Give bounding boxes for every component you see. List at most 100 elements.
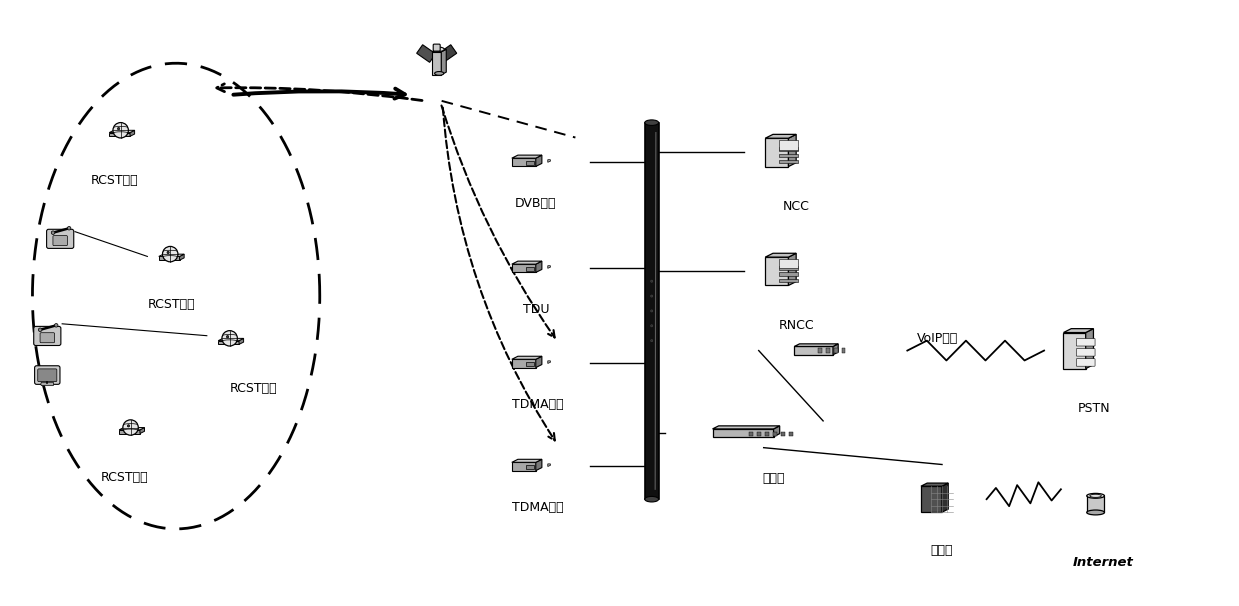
Polygon shape bbox=[512, 264, 535, 273]
Polygon shape bbox=[119, 428, 145, 430]
Text: TDMA接收: TDMA接收 bbox=[512, 398, 564, 411]
Bar bbox=[781, 431, 786, 436]
Polygon shape bbox=[512, 356, 541, 359]
Circle shape bbox=[650, 325, 653, 327]
Circle shape bbox=[118, 127, 120, 130]
Polygon shape bbox=[1063, 328, 1094, 333]
FancyBboxPatch shape bbox=[1077, 339, 1095, 346]
Polygon shape bbox=[535, 356, 541, 368]
Polygon shape bbox=[1085, 328, 1094, 368]
Text: NCC: NCC bbox=[783, 200, 810, 213]
Polygon shape bbox=[109, 130, 135, 133]
Polygon shape bbox=[109, 133, 130, 136]
Polygon shape bbox=[140, 428, 145, 433]
Circle shape bbox=[113, 122, 129, 138]
Bar bbox=[834, 348, 838, 353]
Polygon shape bbox=[1063, 333, 1085, 368]
Polygon shape bbox=[548, 361, 550, 364]
Text: TDU: TDU bbox=[523, 303, 549, 316]
Circle shape bbox=[38, 328, 42, 331]
Ellipse shape bbox=[644, 120, 659, 125]
Polygon shape bbox=[218, 341, 239, 344]
Ellipse shape bbox=[1087, 493, 1104, 498]
Polygon shape bbox=[779, 147, 798, 151]
Polygon shape bbox=[644, 122, 659, 499]
Polygon shape bbox=[794, 344, 838, 347]
Polygon shape bbox=[525, 161, 534, 165]
Circle shape bbox=[650, 310, 653, 312]
Polygon shape bbox=[130, 130, 135, 136]
Polygon shape bbox=[779, 273, 798, 276]
Text: PSTN: PSTN bbox=[1077, 402, 1110, 415]
Polygon shape bbox=[773, 426, 779, 437]
Polygon shape bbox=[766, 138, 788, 167]
Bar bbox=[773, 431, 777, 436]
Circle shape bbox=[123, 420, 139, 435]
Circle shape bbox=[167, 251, 170, 253]
Text: Internet: Internet bbox=[1073, 556, 1134, 568]
Polygon shape bbox=[921, 483, 948, 486]
Bar bbox=[818, 348, 823, 353]
Text: RCST小站: RCST小站 bbox=[90, 174, 139, 187]
Polygon shape bbox=[779, 160, 798, 163]
Polygon shape bbox=[548, 160, 550, 162]
Bar bbox=[841, 348, 845, 353]
Polygon shape bbox=[525, 267, 534, 271]
FancyBboxPatch shape bbox=[1077, 359, 1095, 366]
Text: RCST小站: RCST小站 bbox=[100, 471, 149, 484]
FancyBboxPatch shape bbox=[33, 327, 61, 345]
Polygon shape bbox=[512, 359, 535, 368]
Polygon shape bbox=[921, 486, 942, 512]
Polygon shape bbox=[432, 49, 446, 52]
Circle shape bbox=[128, 425, 130, 427]
Polygon shape bbox=[788, 135, 797, 167]
Text: RCST小站: RCST小站 bbox=[229, 382, 278, 395]
Polygon shape bbox=[788, 253, 797, 285]
Circle shape bbox=[51, 231, 55, 235]
Polygon shape bbox=[548, 464, 550, 467]
FancyBboxPatch shape bbox=[40, 333, 55, 343]
Bar bbox=[826, 348, 830, 353]
Polygon shape bbox=[942, 483, 948, 512]
Text: TDMA接收: TDMA接收 bbox=[512, 501, 564, 514]
Polygon shape bbox=[512, 158, 535, 167]
FancyBboxPatch shape bbox=[37, 369, 57, 382]
Polygon shape bbox=[525, 465, 534, 469]
Circle shape bbox=[162, 247, 178, 262]
Polygon shape bbox=[778, 140, 798, 150]
FancyBboxPatch shape bbox=[41, 382, 53, 385]
Bar bbox=[789, 431, 793, 436]
Polygon shape bbox=[119, 430, 140, 433]
Text: RNCC: RNCC bbox=[778, 319, 814, 332]
FancyBboxPatch shape bbox=[53, 236, 67, 245]
Circle shape bbox=[55, 324, 58, 327]
Polygon shape bbox=[512, 462, 535, 471]
Polygon shape bbox=[437, 45, 457, 62]
Polygon shape bbox=[159, 254, 185, 256]
Ellipse shape bbox=[435, 72, 444, 75]
Polygon shape bbox=[218, 338, 244, 341]
Polygon shape bbox=[512, 155, 541, 158]
Polygon shape bbox=[525, 362, 534, 366]
Polygon shape bbox=[833, 344, 838, 355]
Text: RCST小站: RCST小站 bbox=[147, 298, 195, 311]
Polygon shape bbox=[512, 261, 541, 264]
Ellipse shape bbox=[644, 496, 659, 502]
Polygon shape bbox=[766, 257, 788, 285]
Ellipse shape bbox=[1087, 510, 1104, 515]
Text: 路由器: 路由器 bbox=[762, 473, 784, 485]
Polygon shape bbox=[712, 426, 779, 429]
Bar bbox=[764, 431, 769, 436]
Polygon shape bbox=[441, 49, 446, 75]
Polygon shape bbox=[794, 347, 833, 355]
Polygon shape bbox=[535, 155, 541, 167]
Circle shape bbox=[227, 336, 229, 338]
Circle shape bbox=[222, 331, 238, 346]
Circle shape bbox=[650, 339, 653, 342]
Polygon shape bbox=[535, 261, 541, 273]
Bar bbox=[757, 431, 762, 436]
Bar bbox=[750, 431, 753, 436]
Polygon shape bbox=[548, 265, 550, 268]
Polygon shape bbox=[779, 279, 798, 282]
Polygon shape bbox=[779, 266, 798, 270]
